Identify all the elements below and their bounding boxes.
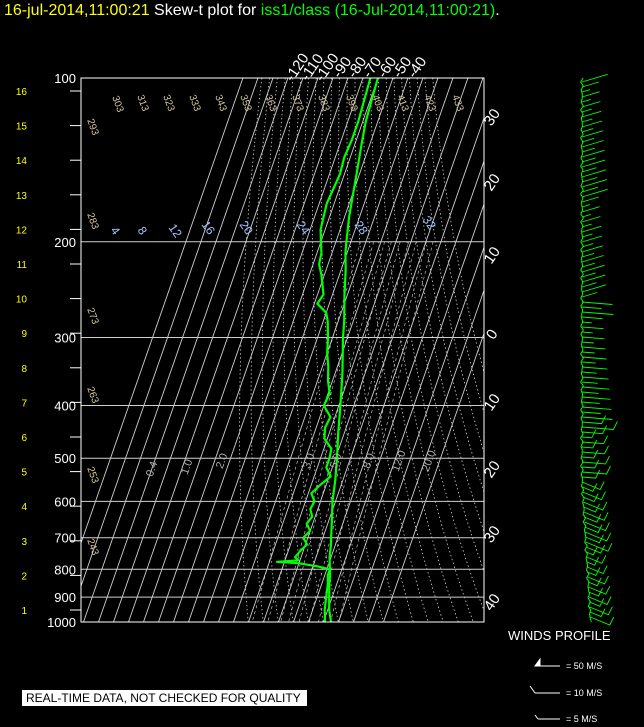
dry-adiabat xyxy=(385,78,484,612)
height-tick-label: 5 xyxy=(21,468,27,479)
height-tick-label: 3 xyxy=(21,537,27,548)
legend-symbol-50ms xyxy=(534,657,560,667)
isotherm xyxy=(353,245,484,622)
title-period: . xyxy=(495,2,500,19)
isotherm xyxy=(308,116,484,622)
height-tick-label: 13 xyxy=(16,191,28,202)
dry-adiabat xyxy=(346,78,414,622)
temp-tick-label-right: 20 xyxy=(481,171,504,194)
title-date: 16-jul-2014,11:00:21 xyxy=(4,2,150,19)
dry-adiabat xyxy=(312,78,354,622)
dry-adiabat xyxy=(370,78,459,622)
height-tick-label: 11 xyxy=(17,260,28,271)
temp-tick-label-right: 40 xyxy=(481,591,504,614)
legend-symbol-10ms xyxy=(529,685,560,694)
isotherm xyxy=(323,159,484,622)
isotherm xyxy=(263,78,454,622)
mixing-ratio-label: 5.0 xyxy=(328,452,345,470)
title-text: Skew-t plot for xyxy=(154,2,257,19)
dewpoint-trace xyxy=(275,78,372,622)
legend-10ms: = 10 M/S xyxy=(566,688,603,698)
height-tick-label: 15 xyxy=(16,122,28,133)
dry-adiabat xyxy=(293,78,324,622)
isotherm xyxy=(128,78,319,622)
mixing-ratio-label: 8.0 xyxy=(361,452,378,470)
title-source: iss1/class (16-Jul-2014,11:00:21) xyxy=(260,2,496,19)
isotherm xyxy=(218,78,409,622)
isotherm xyxy=(98,78,289,622)
dry-adiabat xyxy=(354,78,429,622)
dry-adiabat xyxy=(302,78,339,622)
temp-tick-label-right: 10 xyxy=(481,244,504,267)
legend-50ms: = 50 M/S xyxy=(566,661,603,671)
height-tick-label: 12 xyxy=(16,225,28,236)
chart-title: 16-jul-2014,11:00:21 Skew-t plot for iss… xyxy=(4,2,500,20)
plot-area xyxy=(81,78,484,622)
pressure-tick-label: 800 xyxy=(54,562,76,577)
legend-5ms: = 5 M/S xyxy=(566,714,598,724)
dry-adiabat xyxy=(261,78,279,622)
wind-barbs xyxy=(581,73,618,626)
height-tick-label: 14 xyxy=(16,156,28,167)
legend-symbol-5ms xyxy=(534,714,560,720)
mixing-ratio-line xyxy=(338,241,434,622)
pressure-tick-label: 100 xyxy=(54,71,76,86)
dry-adiabat xyxy=(393,78,484,573)
temp-tick-label-right: 10 xyxy=(481,391,504,414)
mixing-ratio-label: 1.0 xyxy=(179,458,196,476)
temp-tick-label-right: 20 xyxy=(481,458,504,481)
isotherm xyxy=(83,78,274,622)
wind-staff xyxy=(580,77,592,623)
pressure-tick-label: 200 xyxy=(54,235,76,250)
height-tick-label: 10 xyxy=(16,295,28,306)
pressure-tick-label: 700 xyxy=(54,531,76,546)
isotherm xyxy=(143,78,334,622)
dry-adiabat xyxy=(272,78,294,622)
isotherm xyxy=(81,78,259,588)
isotherm xyxy=(188,78,379,622)
isotherm xyxy=(81,78,244,545)
plot-frame xyxy=(80,77,485,623)
isotherm xyxy=(383,332,484,622)
isotherm xyxy=(203,78,394,622)
quality-notice: REAL-TIME DATA, NOT CHECKED FOR QUALITY xyxy=(22,690,307,706)
mixing-ratio-line xyxy=(251,241,361,622)
temp-tick-label-right: 30 xyxy=(481,106,504,129)
height-tick-label: 1 xyxy=(21,606,27,617)
temp-tick-label-right: 30 xyxy=(481,523,504,546)
dry-adiabat xyxy=(401,78,484,533)
pressure-tick-label: 900 xyxy=(54,590,76,605)
pressure-tick-label: 300 xyxy=(54,331,76,346)
pressure-tick-label: 600 xyxy=(54,494,76,509)
isotherm xyxy=(368,288,484,622)
isotherm xyxy=(158,78,349,622)
mixing-ratio-label: 0.4 xyxy=(144,460,161,478)
height-tick-label: 16 xyxy=(16,87,28,98)
height-tick-label: 4 xyxy=(21,502,27,513)
isotherm xyxy=(338,202,484,622)
height-tick-label: 8 xyxy=(21,364,27,375)
isotherm xyxy=(113,78,304,622)
mixing-ratio-label: 3.0 xyxy=(301,452,318,470)
height-tick-label: 2 xyxy=(21,571,27,582)
dry-adiabat xyxy=(250,78,270,622)
isotherm xyxy=(293,78,484,622)
isotherm xyxy=(173,78,364,622)
height-tick-label: 6 xyxy=(21,433,27,444)
winds-profile-label: WINDS PROFILE xyxy=(508,628,611,643)
height-tick-label: 7 xyxy=(21,398,27,409)
mixing-ratio-label: 2.0 xyxy=(214,452,231,470)
height-tick-label: 9 xyxy=(21,329,27,340)
pressure-tick-label: 1000 xyxy=(47,615,76,630)
dry-adiabat xyxy=(362,78,444,622)
dry-adiabat xyxy=(283,78,309,622)
pressure-tick-label: 500 xyxy=(54,451,76,466)
